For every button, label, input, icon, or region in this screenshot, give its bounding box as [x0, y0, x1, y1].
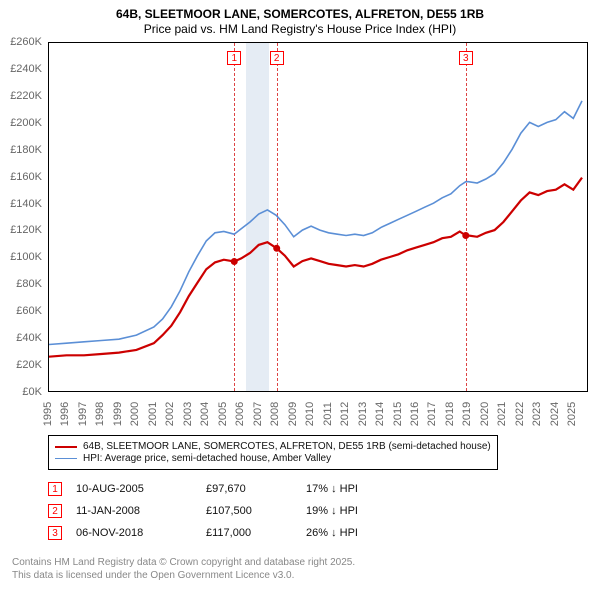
x-axis-label: 2003 [182, 402, 194, 426]
y-axis-label: £80K [0, 278, 42, 290]
event-date: 06-NOV-2018 [76, 527, 206, 539]
chart-container: 64B, SLEETMOOR LANE, SOMERCOTES, ALFRETO… [0, 0, 600, 590]
x-axis-label: 2017 [427, 402, 439, 426]
x-axis-label: 2012 [339, 402, 351, 426]
series-svg [49, 43, 589, 393]
event-row-3: 3 06-NOV-2018£117,00026% ↓ HPI [48, 522, 358, 544]
event-row-marker: 3 [48, 526, 62, 540]
events-table: 1 10-AUG-2005£97,67017% ↓ HPI 2 11-JAN-2008… [48, 478, 358, 544]
legend-label: HPI: Average price, semi-detached house,… [83, 453, 331, 464]
x-axis-label: 2009 [287, 402, 299, 426]
y-axis-label: £120K [0, 224, 42, 236]
x-axis-label: 1996 [60, 402, 72, 426]
x-axis-label: 2006 [234, 402, 246, 426]
y-axis-label: £160K [0, 171, 42, 183]
series-marker [273, 245, 280, 252]
series-line [49, 178, 582, 357]
x-axis-label: 2013 [357, 402, 369, 426]
x-axis-label: 2004 [200, 402, 212, 426]
x-axis-label: 2001 [147, 402, 159, 426]
event-price: £97,670 [206, 483, 306, 495]
x-axis-label: 2024 [549, 402, 561, 426]
y-axis-label: £260K [0, 36, 42, 48]
x-axis-label: 1997 [77, 402, 89, 426]
y-axis-label: £140K [0, 198, 42, 210]
x-axis-label: 2005 [217, 402, 229, 426]
event-date: 10-AUG-2005 [76, 483, 206, 495]
x-axis-label: 2016 [409, 402, 421, 426]
y-axis-label: £60K [0, 305, 42, 317]
x-axis-label: 2008 [269, 402, 281, 426]
attribution-footer: Contains HM Land Registry data © Crown c… [12, 556, 355, 582]
x-axis-label: 2011 [321, 402, 333, 426]
series-marker [462, 232, 469, 239]
y-axis-label: £180K [0, 144, 42, 156]
y-axis-label: £100K [0, 251, 42, 263]
x-axis-label: 2018 [444, 402, 456, 426]
x-axis-label: 2000 [130, 402, 142, 426]
x-axis-label: 1998 [95, 402, 107, 426]
y-axis-label: £240K [0, 63, 42, 75]
y-axis-label: £200K [0, 117, 42, 129]
legend-row: 64B, SLEETMOOR LANE, SOMERCOTES, ALFRETO… [55, 441, 491, 452]
event-row-marker: 2 [48, 504, 62, 518]
event-price: £107,500 [206, 505, 306, 517]
event-delta: 17% ↓ HPI [306, 483, 358, 495]
legend-box: 64B, SLEETMOOR LANE, SOMERCOTES, ALFRETO… [48, 435, 498, 470]
x-axis-label: 1999 [112, 402, 124, 426]
chart-title-line2: Price paid vs. HM Land Registry's House … [0, 22, 600, 38]
legend-row: HPI: Average price, semi-detached house,… [55, 453, 491, 464]
legend-swatch [55, 458, 77, 459]
event-delta: 19% ↓ HPI [306, 505, 358, 517]
x-axis-label: 2015 [392, 402, 404, 426]
event-row-1: 1 10-AUG-2005£97,67017% ↓ HPI [48, 478, 358, 500]
x-axis-label: 2002 [165, 402, 177, 426]
legend-swatch [55, 446, 77, 448]
y-axis-label: £220K [0, 90, 42, 102]
plot-area: 123 [48, 42, 588, 392]
x-axis-label: 2010 [304, 402, 316, 426]
event-date: 11-JAN-2008 [76, 505, 206, 517]
event-row-2: 2 11-JAN-2008£107,50019% ↓ HPI [48, 500, 358, 522]
footer-line1: Contains HM Land Registry data © Crown c… [12, 556, 355, 569]
x-axis-label: 2021 [497, 402, 509, 426]
x-axis-label: 2020 [479, 402, 491, 426]
y-axis-label: £20K [0, 359, 42, 371]
chart-title-line1: 64B, SLEETMOOR LANE, SOMERCOTES, ALFRETO… [0, 0, 600, 22]
x-axis-label: 2022 [514, 402, 526, 426]
event-delta: 26% ↓ HPI [306, 527, 358, 539]
x-axis-label: 2023 [532, 402, 544, 426]
event-row-marker: 1 [48, 482, 62, 496]
x-axis-label: 2019 [462, 402, 474, 426]
x-axis-label: 1995 [42, 402, 54, 426]
x-axis-label: 2014 [374, 402, 386, 426]
y-axis-label: £0K [0, 386, 42, 398]
series-marker [231, 258, 238, 265]
y-axis-label: £40K [0, 332, 42, 344]
event-price: £117,000 [206, 527, 306, 539]
legend-label: 64B, SLEETMOOR LANE, SOMERCOTES, ALFRETO… [83, 441, 491, 452]
footer-line2: This data is licensed under the Open Gov… [12, 569, 355, 582]
x-axis-label: 2025 [567, 402, 579, 426]
x-axis-label: 2007 [252, 402, 264, 426]
